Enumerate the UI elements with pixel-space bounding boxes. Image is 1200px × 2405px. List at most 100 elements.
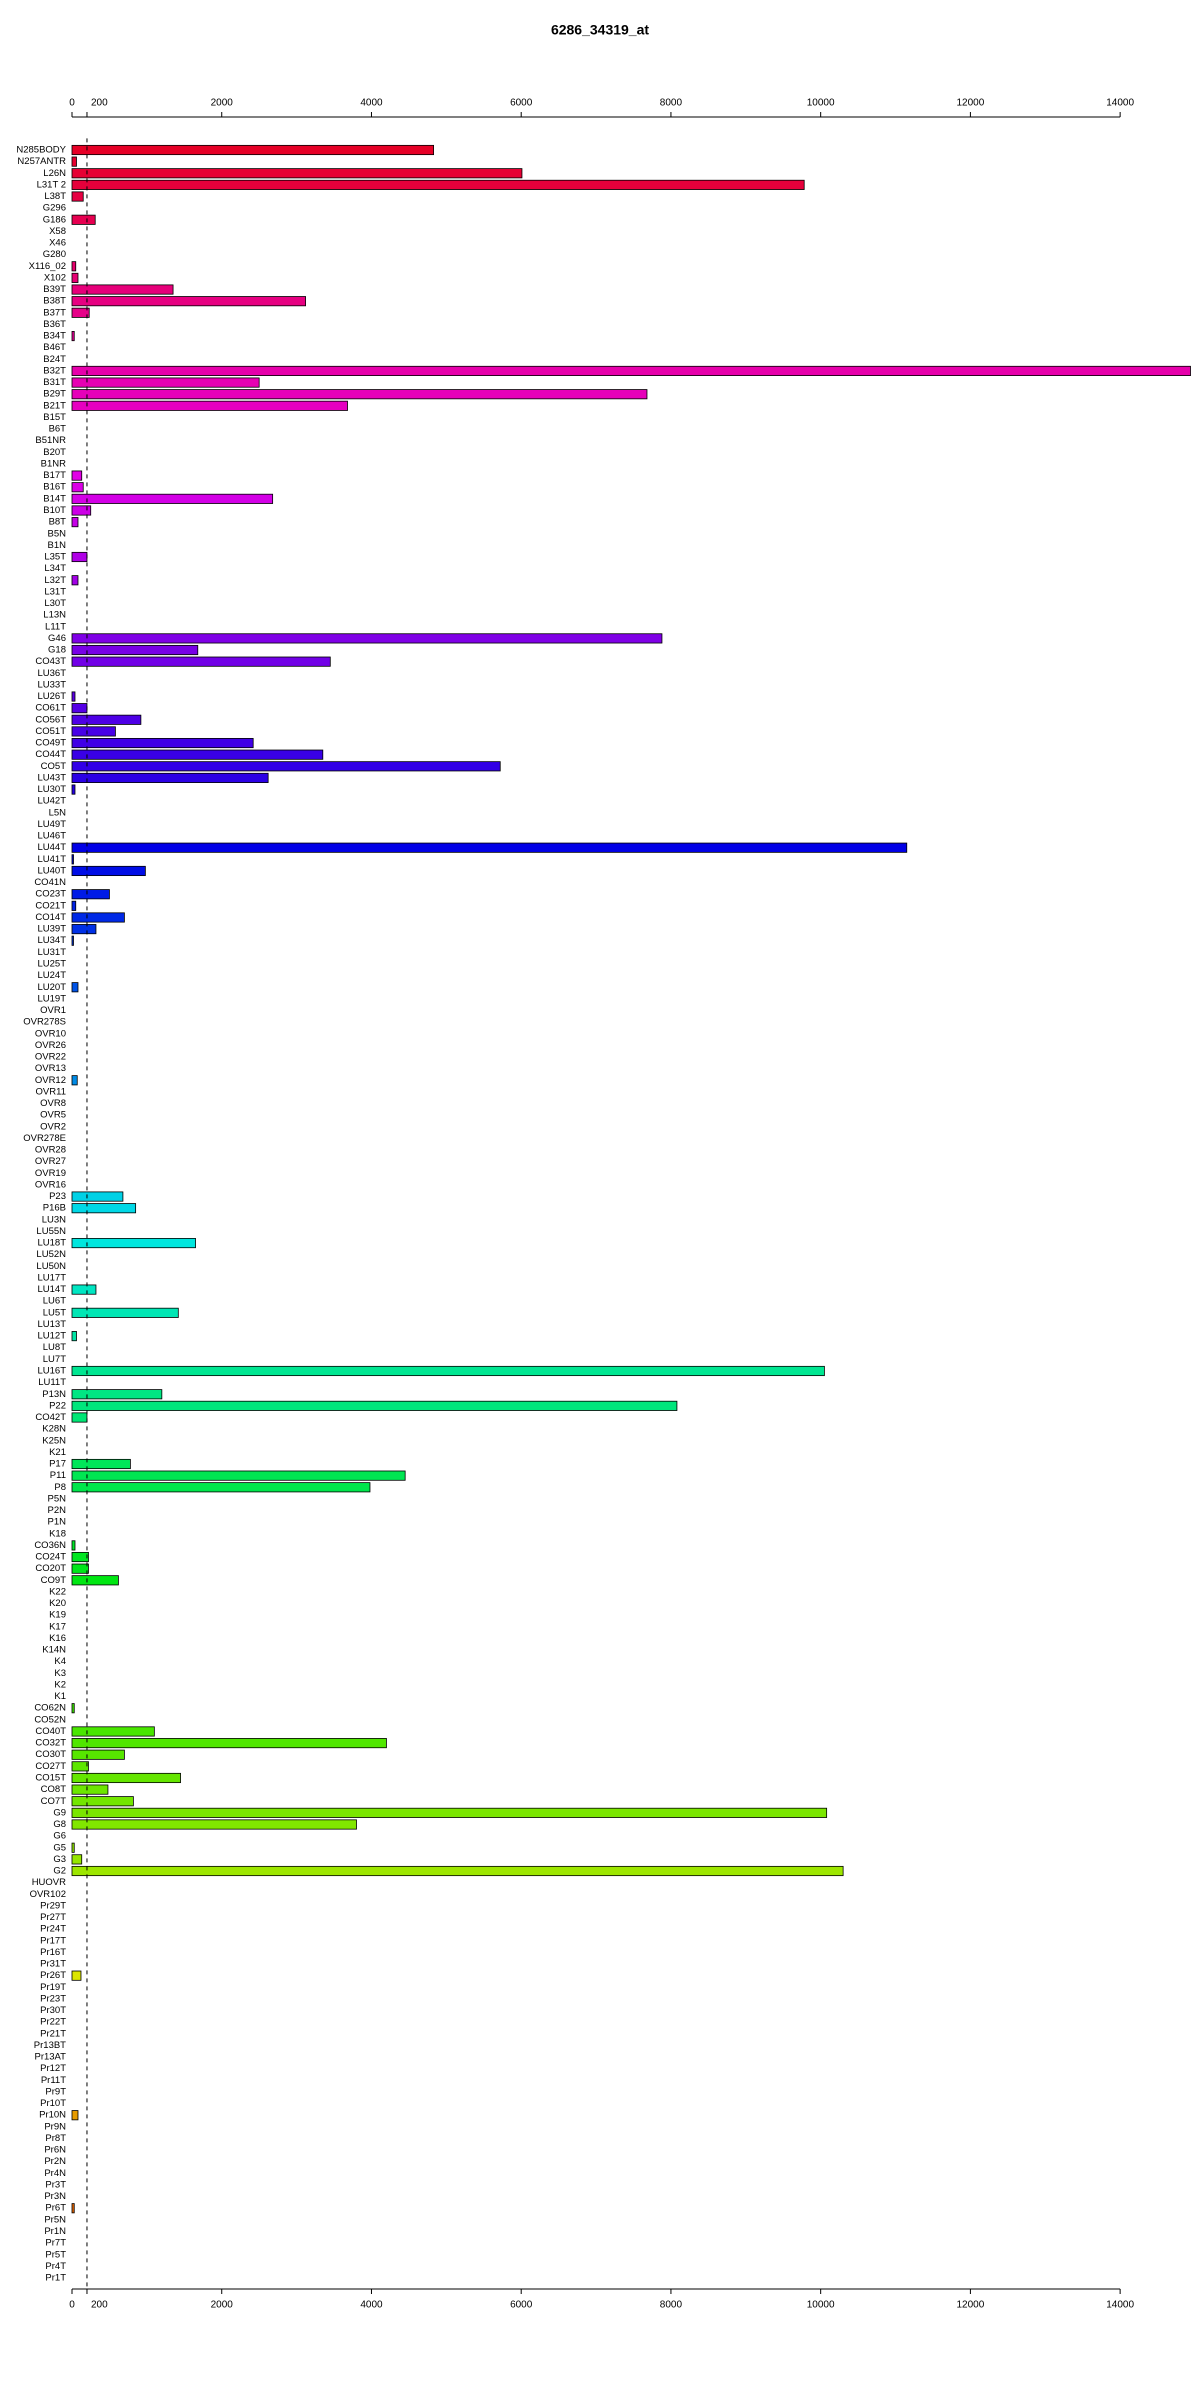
x-tick-label: 10000 xyxy=(807,2300,835,2311)
bar xyxy=(71,331,75,342)
y-tick-label: LU33T xyxy=(37,679,66,690)
bar xyxy=(71,400,348,411)
y-tick-label: K17 xyxy=(49,1621,66,1632)
y-tick-label: HUOVR xyxy=(32,1877,66,1888)
y-tick-label: OVR11 xyxy=(36,1086,66,1097)
bar xyxy=(71,644,199,656)
y-tick-label: Pr6N xyxy=(44,2145,66,2156)
y-tick-label: B39T xyxy=(43,284,66,295)
bar xyxy=(71,1865,844,1877)
y-tick-label: L31T 2 xyxy=(37,179,66,190)
bar xyxy=(71,1551,89,1563)
x-tick-label: 12000 xyxy=(956,2300,984,2311)
y-tick-label: Pr13BT xyxy=(34,2040,66,2051)
y-tick-label: K20 xyxy=(49,1598,66,1609)
y-tick-label: N285BODY xyxy=(16,145,66,156)
y-tick-label: K21 xyxy=(49,1447,66,1458)
y-tick-label: G3 xyxy=(53,1854,66,1865)
y-tick-label: LU20T xyxy=(37,982,66,993)
y-tick-label: G2 xyxy=(53,1866,66,1877)
bar xyxy=(71,1331,77,1342)
bar xyxy=(71,551,88,563)
bar xyxy=(71,1400,678,1411)
bar xyxy=(71,482,84,493)
y-tick-label: K19 xyxy=(49,1610,66,1621)
y-tick-label: K3 xyxy=(54,1668,66,1679)
y-tick-label: B1N xyxy=(48,540,67,551)
y-tick-label: G296 xyxy=(43,203,66,214)
y-tick-label: CO32T xyxy=(35,1738,66,1749)
bar xyxy=(71,1575,119,1586)
y-tick-label: B8T xyxy=(49,517,67,528)
bar xyxy=(71,191,84,202)
y-tick-label: CO40T xyxy=(35,1726,66,1737)
y-tick-label: CO49T xyxy=(35,738,66,749)
bar xyxy=(71,1412,88,1423)
y-tick-label: LU12T xyxy=(37,1331,66,1342)
bar xyxy=(71,633,663,644)
y-tick-label: B20T xyxy=(43,447,66,458)
bar xyxy=(71,726,116,737)
y-tick-label: CO30T xyxy=(35,1749,66,1760)
y-tick-label: CO44T xyxy=(35,749,66,760)
bar xyxy=(71,2110,79,2121)
y-tick-label: Pr1N xyxy=(44,2226,66,2237)
y-tick-label: LU17T xyxy=(37,1272,66,1283)
y-tick-label: B21T xyxy=(43,400,66,411)
y-tick-label: CO8T xyxy=(41,1784,67,1795)
y-tick-label: CO7T xyxy=(41,1796,67,1807)
y-tick-label: B5N xyxy=(48,528,67,539)
x-tick-label: 200 xyxy=(91,2300,108,2311)
x-tick-label: 8000 xyxy=(660,98,683,109)
bar xyxy=(71,749,324,760)
y-tick-label: LU34T xyxy=(37,935,66,946)
y-tick-label: LU19T xyxy=(37,993,66,1004)
y-tick-label: Pr19T xyxy=(40,1982,66,1993)
y-tick-label: CO23T xyxy=(35,889,66,900)
y-tick-label: LU52N xyxy=(36,1249,66,1260)
y-tick-label: LU13T xyxy=(37,1319,66,1330)
y-tick-label: Pr29T xyxy=(40,1900,66,1911)
bar xyxy=(71,842,908,853)
y-tick-label: B14T xyxy=(43,493,66,504)
x-tick-label: 4000 xyxy=(360,2300,383,2311)
y-tick-label: Pr3T xyxy=(45,2179,66,2190)
y-tick-label: Pr10N xyxy=(39,2110,66,2121)
y-tick-label: K16 xyxy=(49,1633,66,1644)
bar xyxy=(71,1749,125,1760)
y-tick-label: L13N xyxy=(43,610,66,621)
y-tick-label: P23 xyxy=(49,1191,66,1202)
y-tick-label: LU26T xyxy=(37,691,66,702)
y-tick-label: OVR27 xyxy=(35,1156,66,1167)
y-tick-label: CO61T xyxy=(35,703,66,714)
y-tick-label: Pr27T xyxy=(40,1912,66,1923)
bar xyxy=(71,1738,387,1749)
y-tick-label: LU40T xyxy=(37,865,66,876)
y-tick-label: LU46T xyxy=(37,831,66,842)
y-tick-label: X46 xyxy=(49,238,66,249)
y-tick-label: L34T xyxy=(44,563,66,574)
bar xyxy=(71,1191,124,1202)
bar xyxy=(71,1307,179,1318)
bar xyxy=(71,389,648,400)
y-tick-label: K14N xyxy=(42,1645,66,1656)
bar xyxy=(71,179,805,190)
y-tick-label: LU36T xyxy=(37,668,66,679)
y-tick-label: G6 xyxy=(53,1831,66,1842)
bar xyxy=(71,1365,825,1377)
y-tick-label: K1 xyxy=(54,1691,66,1702)
y-tick-label: LU7T xyxy=(43,1354,66,1365)
y-tick-label: Pr7T xyxy=(45,2238,66,2249)
y-tick-label: B10T xyxy=(43,505,66,516)
y-tick-label: Pr8T xyxy=(45,2133,66,2144)
y-tick-label: OVR10 xyxy=(35,1028,66,1039)
y-tick-label: CO24T xyxy=(35,1552,66,1563)
y-tick-label: CO36N xyxy=(34,1540,66,1551)
bar xyxy=(71,365,1191,376)
bar xyxy=(71,1761,89,1772)
bar xyxy=(71,517,79,528)
y-tick-label: B31T xyxy=(43,377,66,388)
y-tick-label: Pr10T xyxy=(40,2098,66,2109)
y-tick-label: Pr17T xyxy=(40,1935,66,1946)
y-tick-label: LU55N xyxy=(36,1226,66,1237)
